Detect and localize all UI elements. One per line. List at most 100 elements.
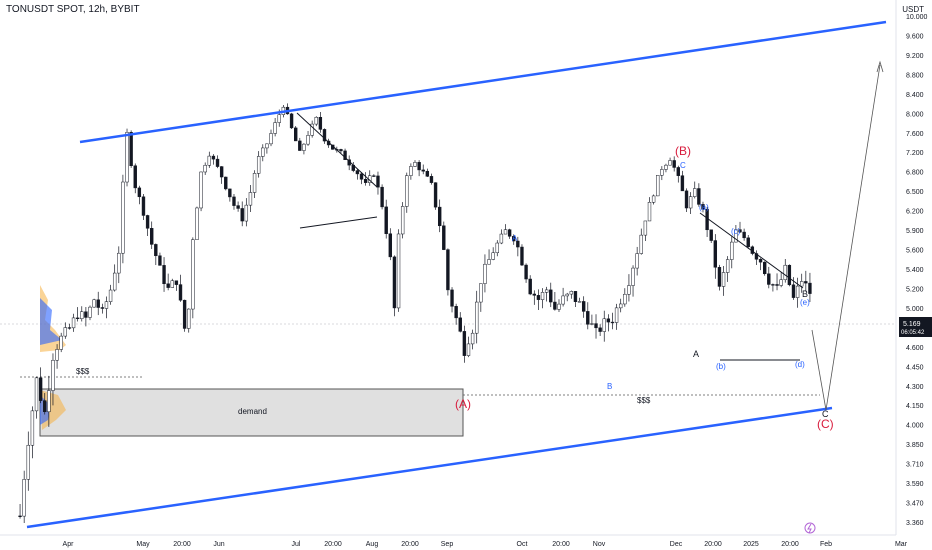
demand-label: demand	[238, 407, 267, 416]
candle-body	[758, 259, 763, 263]
x-tick-label: Feb	[820, 541, 832, 548]
wave-label-a: (a)	[699, 203, 709, 212]
candle-body	[269, 133, 273, 145]
y-tick-label: 4.150	[906, 403, 924, 410]
candle-body	[71, 317, 76, 329]
candle-body	[561, 295, 565, 305]
candle-body	[672, 160, 676, 168]
candle-body	[647, 202, 652, 222]
candle-body	[417, 162, 421, 171]
candle-body	[166, 283, 170, 288]
candle-body	[717, 267, 722, 287]
candle-body	[503, 229, 508, 235]
candle-body	[203, 164, 207, 173]
candle-body	[697, 188, 701, 205]
candle-body	[199, 171, 203, 209]
price-badge	[899, 317, 932, 337]
candle-body	[88, 306, 92, 318]
candle-body	[388, 233, 393, 258]
lower-channel-line[interactable]	[26, 406, 833, 529]
wave-label-C-major: (C)	[817, 417, 834, 431]
candle-body	[590, 323, 594, 325]
candle-body	[549, 289, 553, 303]
candle-body	[158, 255, 162, 266]
wave-label-e: (e)	[800, 298, 810, 307]
x-tick-label: Jun	[213, 541, 224, 548]
candle-body	[619, 303, 623, 309]
upper-channel-line[interactable]	[79, 20, 887, 144]
y-tick-label: 4.300	[906, 384, 924, 391]
volume-profile	[40, 285, 66, 430]
candle-body	[512, 236, 516, 242]
candle-body	[84, 311, 88, 318]
candle-body	[660, 169, 664, 176]
flash-icon[interactable]	[804, 522, 816, 534]
candle-body	[804, 281, 808, 284]
candle-body	[100, 307, 105, 309]
candle-body	[800, 281, 804, 287]
candle-body	[343, 150, 347, 160]
chart-title: TONUSDT SPOT, 12h, BYBIT	[6, 4, 140, 15]
candle-body	[154, 244, 158, 257]
y-tick-label: 9.600	[906, 33, 924, 40]
candle-body	[67, 327, 72, 329]
candle-body	[211, 155, 216, 160]
y-tick-label: 4.600	[906, 345, 924, 352]
candle-body	[117, 252, 121, 274]
x-tick-label: Sep	[441, 541, 454, 548]
candle-body	[26, 444, 30, 480]
y-tick-label: 8.400	[906, 92, 924, 99]
y-tick-label: 5.000	[906, 306, 924, 313]
y-tick-label: 5.600	[906, 248, 924, 255]
y-tick-label: 5.900	[906, 228, 924, 235]
candle-body	[586, 311, 590, 325]
candle-body	[565, 293, 569, 297]
candle-body	[627, 285, 631, 295]
candle-body	[742, 231, 746, 239]
candle-body	[310, 123, 314, 136]
candle-body	[721, 272, 726, 287]
wave-label-C-black: C	[822, 409, 829, 419]
candle-body	[651, 195, 656, 203]
candle-body	[462, 331, 467, 356]
candle-body	[108, 289, 113, 302]
candle-body	[302, 143, 306, 151]
candle-body	[289, 113, 294, 129]
candle-body	[454, 306, 458, 319]
candle-body	[265, 143, 269, 149]
x-tick-label: Mar	[895, 541, 908, 548]
wave-label-C: C	[680, 161, 686, 170]
candle-body	[219, 166, 224, 178]
candle-body	[384, 206, 388, 234]
candle-body	[137, 187, 142, 198]
candle-body	[174, 280, 179, 285]
candle-body	[162, 265, 166, 285]
candle-body	[187, 308, 191, 329]
candle-body	[762, 261, 767, 275]
y-tick-label: 5.400	[906, 267, 924, 274]
candle-body	[112, 272, 117, 291]
projection-arrow-icon	[876, 60, 884, 73]
candle-body	[746, 237, 750, 248]
candle-body	[75, 317, 80, 319]
candle-body	[80, 311, 84, 319]
candle-body	[614, 307, 619, 323]
price-axis[interactable]: 10.000 9.600 9.200 8.800 8.400 8.000 7.600 7.20…	[906, 14, 928, 527]
candle-body	[450, 289, 454, 307]
y-tick-label: 8.000	[906, 111, 924, 118]
candle-body	[730, 241, 734, 260]
candle-body	[141, 196, 146, 216]
time-axis[interactable]: Apr May 20:00 Jun Jul 20:00 Aug 20:00 Sep Oct 20:0…	[63, 541, 908, 548]
candle-body	[635, 253, 639, 269]
liquidity-label-right: $$$	[637, 396, 651, 405]
candle-body	[224, 176, 228, 190]
candle-body	[664, 164, 668, 170]
y-tick-label: 10.000	[906, 14, 928, 21]
candle-body	[705, 209, 709, 231]
x-tick-label: Aug	[366, 541, 379, 548]
candle-body	[475, 301, 479, 334]
x-tick-label: 20:00	[401, 541, 419, 548]
candle-body	[787, 264, 792, 286]
candle-body	[676, 167, 680, 176]
